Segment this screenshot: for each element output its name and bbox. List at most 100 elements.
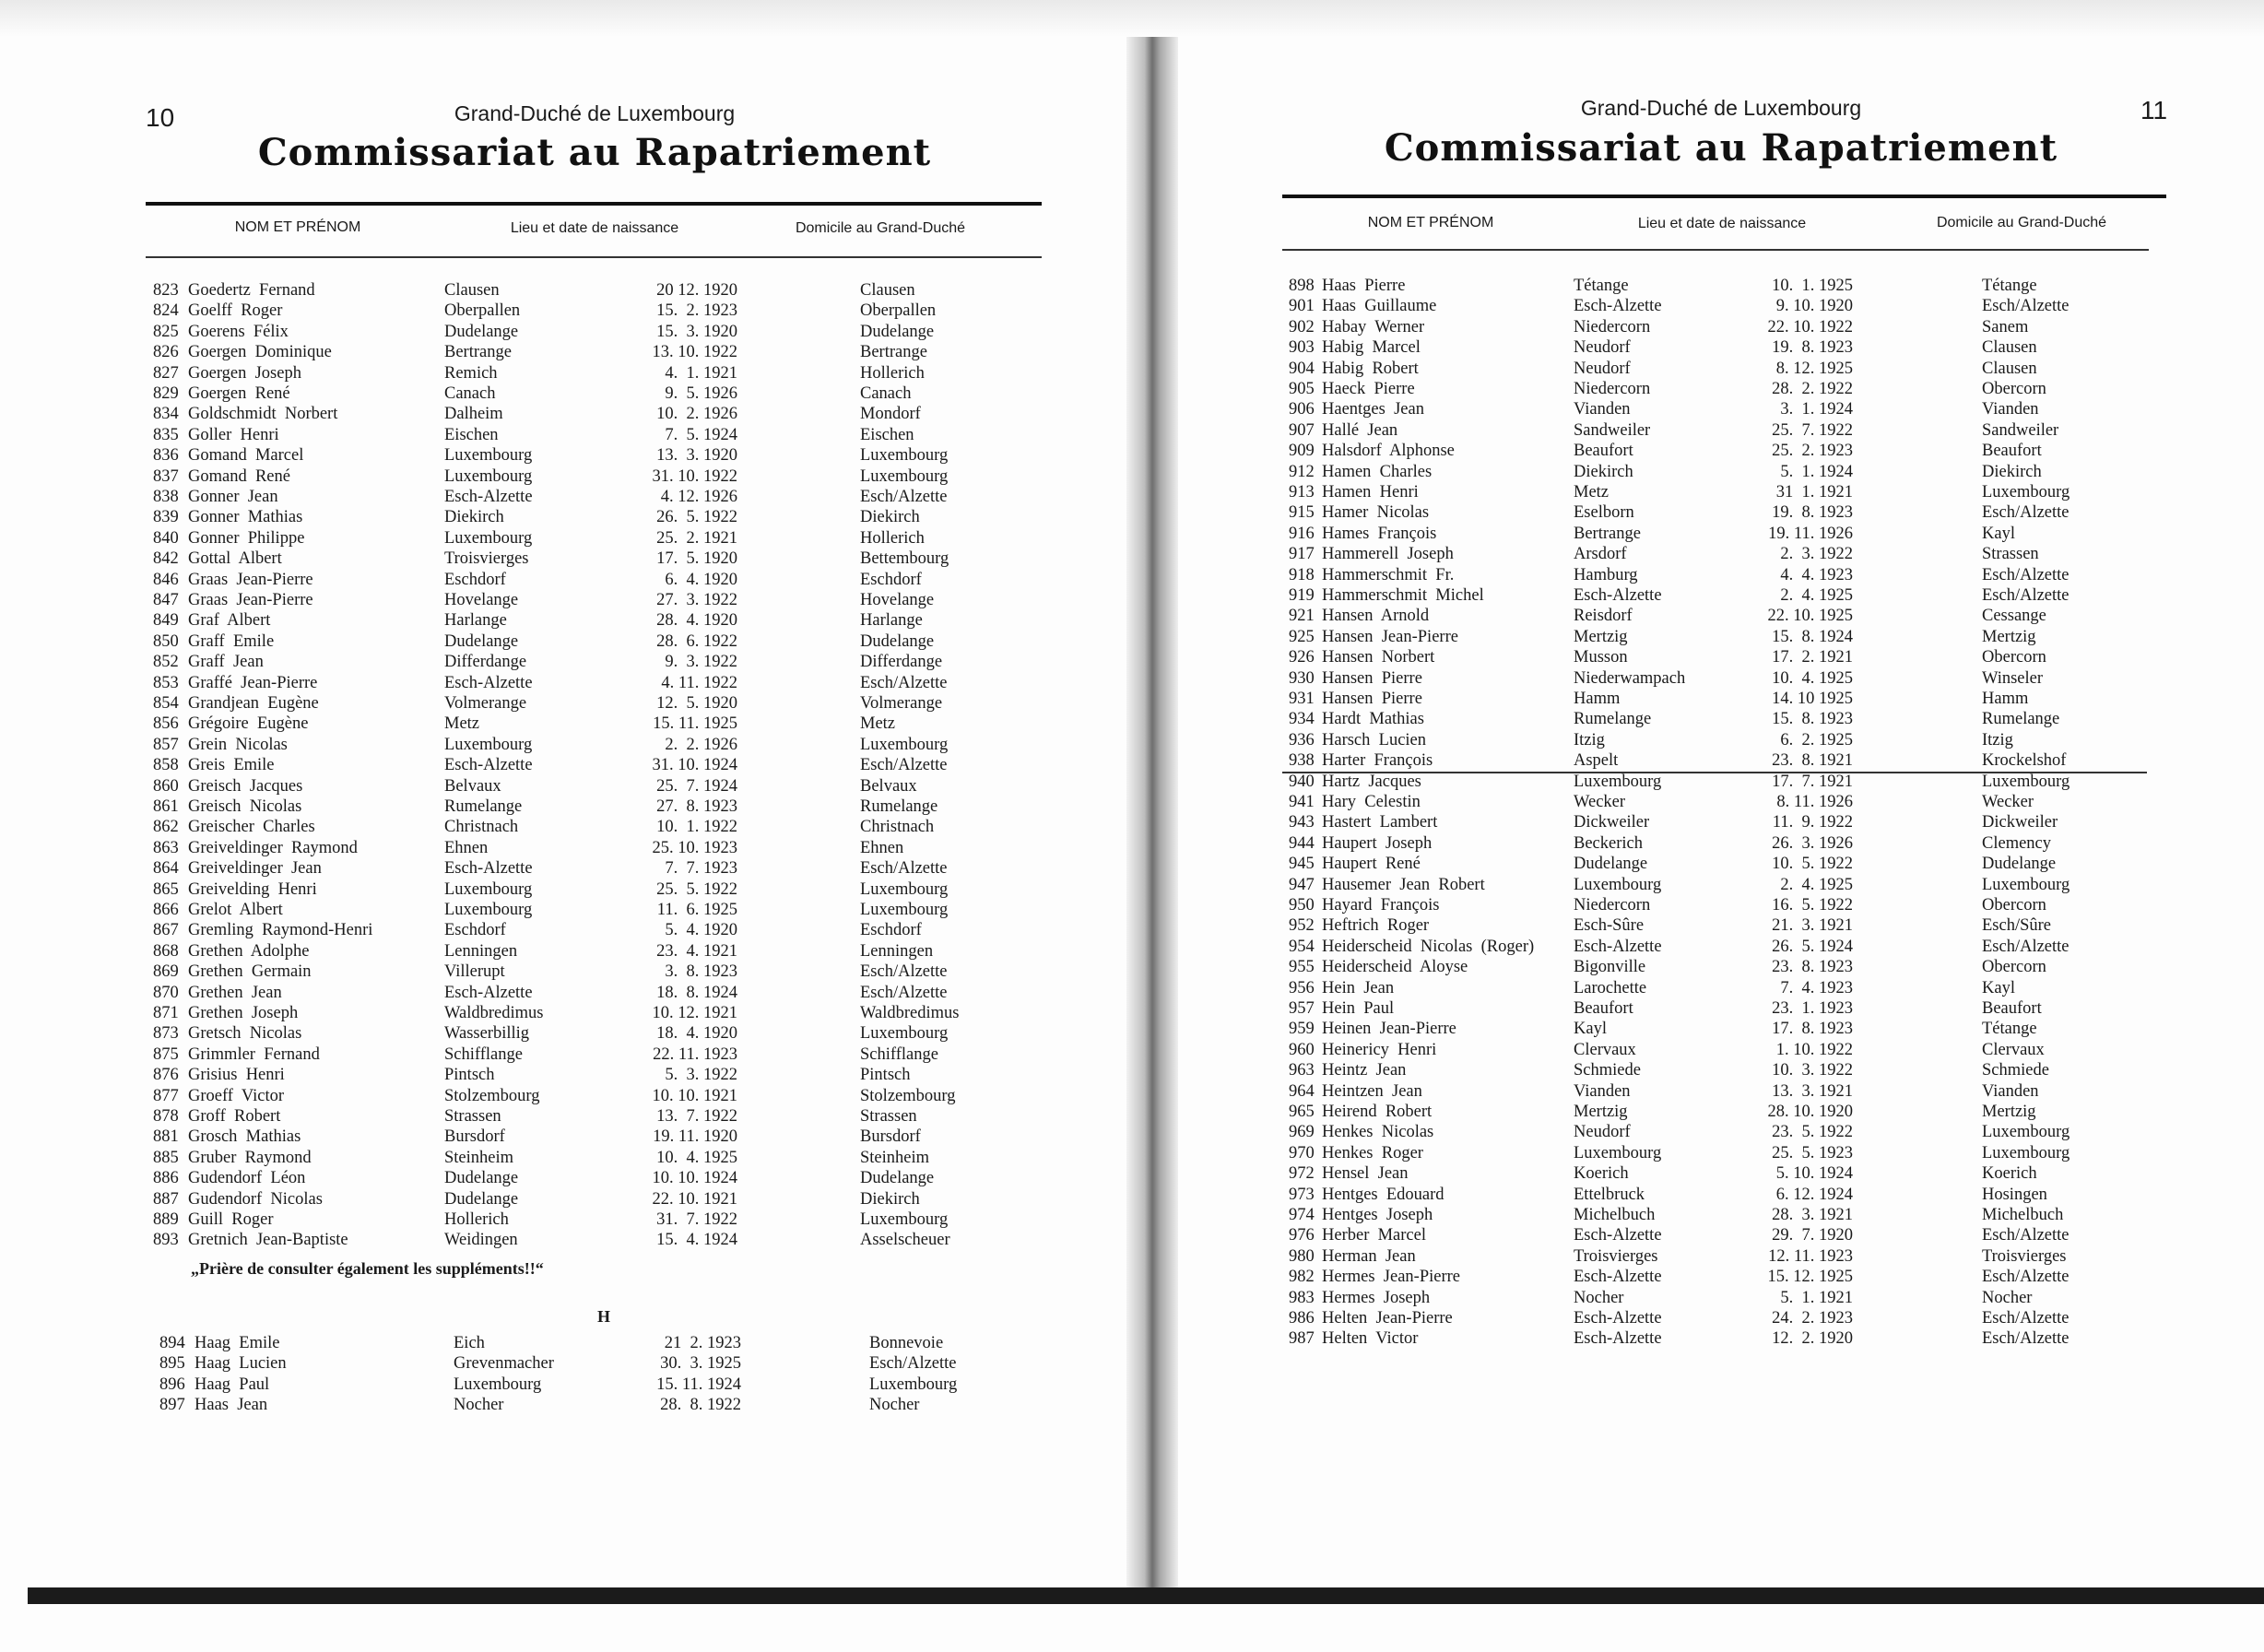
birth-date: 28. 2. 1922 bbox=[1772, 380, 1853, 398]
birthplace: Luxembourg bbox=[444, 528, 533, 548]
domicile: Esch/Alzette bbox=[869, 1354, 957, 1374]
entry-name: Gruber Raymond bbox=[188, 1148, 312, 1167]
domicile: Obercorn bbox=[1982, 380, 2046, 398]
birth-date: 31. 10. 1922 bbox=[652, 466, 738, 486]
birthplace: Schmiede bbox=[1574, 1061, 1641, 1080]
scan-edge bbox=[0, 0, 2264, 37]
birth-date: 22. 11. 1923 bbox=[653, 1044, 737, 1064]
entry-name: Goller Henri bbox=[188, 425, 279, 444]
entry-number: 873 bbox=[153, 1024, 179, 1044]
entry-number: 858 bbox=[153, 756, 179, 775]
entry-number: 871 bbox=[153, 1004, 179, 1022]
birthplace: Strassen bbox=[444, 1107, 501, 1126]
entry-number: 980 bbox=[1289, 1246, 1315, 1266]
entry-number: 850 bbox=[153, 631, 179, 651]
row-separator-rule bbox=[1282, 772, 2147, 773]
entry-number: 970 bbox=[1289, 1143, 1315, 1162]
entry-name: Henkes Nicolas bbox=[1322, 1123, 1434, 1142]
birthplace: Eischen bbox=[444, 425, 499, 444]
birthplace: Vianden bbox=[1574, 1081, 1631, 1101]
entry-number: 863 bbox=[153, 838, 179, 857]
birthplace: Mertzig bbox=[1574, 627, 1628, 646]
birthplace: Steinheim bbox=[444, 1148, 514, 1167]
birth-date: 17. 5. 1920 bbox=[656, 549, 737, 569]
birthplace: Esch-Alzette bbox=[1574, 937, 1662, 956]
column-header-domicile: Domicile au Grand-Duché bbox=[795, 220, 966, 236]
entry-name: Goelff Roger bbox=[188, 301, 283, 321]
birth-date: 10. 4. 1925 bbox=[656, 1148, 737, 1167]
entry-number: 849 bbox=[153, 611, 179, 631]
birthplace: Differdange bbox=[444, 653, 527, 672]
entry-name: Hartz Jacques bbox=[1322, 772, 1421, 791]
birthplace: Larochette bbox=[1574, 978, 1647, 997]
birth-date: 15. 4. 1924 bbox=[656, 1231, 737, 1250]
birthplace: Weidingen bbox=[444, 1231, 518, 1250]
entry-name: Grelot Albert bbox=[188, 901, 283, 919]
entry-name: Hamen Henri bbox=[1322, 483, 1419, 502]
birth-date: 7. 5. 1924 bbox=[665, 425, 737, 444]
entry-number: 869 bbox=[153, 962, 179, 982]
birthplace: Bertrange bbox=[444, 343, 512, 362]
entry-number: 824 bbox=[153, 301, 179, 321]
birth-date: 5. 1. 1921 bbox=[1780, 1288, 1853, 1307]
entry-number: 986 bbox=[1289, 1309, 1315, 1328]
domicile: Vianden bbox=[1982, 400, 2039, 419]
entry-number: 960 bbox=[1289, 1040, 1315, 1059]
domicile: Winseler bbox=[1982, 668, 2044, 688]
domicile: Hovelange bbox=[860, 591, 935, 609]
birth-date: 4. 4. 1923 bbox=[1780, 565, 1853, 584]
entry-name: Gonner Mathias bbox=[188, 508, 303, 527]
entry-name: Heirend Robert bbox=[1322, 1103, 1433, 1121]
entry-number: 952 bbox=[1289, 916, 1315, 936]
birth-date: 8. 12. 1925 bbox=[1775, 359, 1853, 378]
domicile: Esch/Alzette bbox=[1982, 503, 2069, 523]
birthplace: Grevenmacher bbox=[454, 1354, 554, 1374]
entry-name: Greis Emile bbox=[188, 756, 275, 775]
domicile: Hosingen bbox=[1982, 1185, 2047, 1204]
entry-number: 919 bbox=[1289, 586, 1315, 605]
birth-date: 15. 11. 1924 bbox=[656, 1375, 741, 1394]
birthplace: Esch-Sûre bbox=[1574, 916, 1645, 936]
entry-name: Hammerell Joseph bbox=[1322, 545, 1454, 564]
entry-number: 915 bbox=[1289, 503, 1315, 523]
entry-name: Heftrich Roger bbox=[1322, 916, 1430, 936]
domicile: Luxembourg bbox=[860, 466, 949, 486]
birthplace: Ettelbruck bbox=[1574, 1185, 1645, 1204]
birthplace: Niedercorn bbox=[1574, 380, 1651, 398]
birthplace: Neudorf bbox=[1574, 359, 1631, 378]
entry-name: Haag Lucien bbox=[195, 1354, 287, 1374]
entry-name: Hensel Jean bbox=[1322, 1164, 1409, 1184]
birth-date: 5. 10. 1924 bbox=[1775, 1164, 1853, 1184]
domicile: Bertrange bbox=[860, 343, 927, 362]
entry-name: Grosch Mathias bbox=[188, 1127, 301, 1147]
entry-number: 897 bbox=[159, 1396, 185, 1415]
birth-date: 9. 3. 1922 bbox=[665, 653, 737, 672]
entry-number: 945 bbox=[1289, 855, 1315, 874]
birthplace: Troisvierges bbox=[1574, 1246, 1658, 1266]
domicile: Clausen bbox=[1982, 359, 2037, 378]
birthplace: Luxembourg bbox=[1574, 875, 1662, 894]
birthplace: Aspelt bbox=[1574, 751, 1619, 771]
entry-number: 941 bbox=[1289, 793, 1315, 811]
entry-name: Heinericy Henri bbox=[1322, 1040, 1437, 1059]
birthplace: Luxembourg bbox=[444, 735, 533, 754]
birth-date: 19. 11. 1920 bbox=[653, 1127, 737, 1147]
entry-number: 947 bbox=[1289, 875, 1315, 894]
header-rule bbox=[1282, 249, 2149, 251]
birthplace: Waldbredimus bbox=[444, 1004, 544, 1022]
entry-number: 907 bbox=[1289, 420, 1315, 440]
entry-name: Guill Roger bbox=[188, 1210, 274, 1229]
birthplace: Dudelange bbox=[1574, 855, 1648, 874]
domicile: Esch/Alzette bbox=[1982, 1268, 2069, 1287]
birthplace: Esch-Alzette bbox=[1574, 586, 1662, 605]
domicile: Luxembourg bbox=[869, 1375, 958, 1394]
domicile: Eschdorf bbox=[860, 921, 922, 940]
entry-name: Herber Marcel bbox=[1322, 1226, 1426, 1245]
birthplace: Dudelange bbox=[444, 1169, 519, 1188]
entry-name: Helten Victor bbox=[1322, 1329, 1419, 1349]
domicile: Luxembourg bbox=[860, 446, 949, 466]
entry-name: Grégoire Eugène bbox=[188, 714, 309, 734]
entry-number: 912 bbox=[1289, 462, 1315, 481]
birth-date: 10. 12. 1921 bbox=[652, 1004, 738, 1022]
domicile: Tétange bbox=[1982, 1020, 2037, 1039]
